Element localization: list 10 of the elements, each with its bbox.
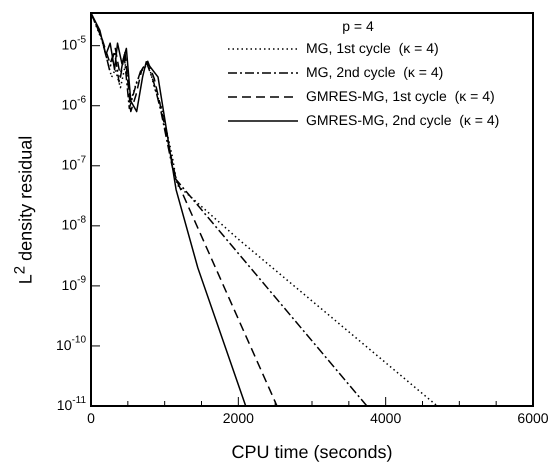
- x-tick-label: 4000: [370, 410, 402, 426]
- x-tick-label: 0: [87, 410, 96, 426]
- legend-title: p = 4: [342, 18, 374, 34]
- x-axis-title: CPU time (seconds): [231, 442, 393, 462]
- x-tick-label: 2000: [222, 410, 254, 426]
- legend-label: MG, 2nd cycle (κ = 4): [306, 64, 444, 80]
- legend-label: GMRES-MG, 2nd cycle (κ = 4): [306, 112, 500, 128]
- x-tick-label: 6000: [517, 410, 549, 426]
- legend-label: MG, 1st cycle (κ = 4): [306, 40, 439, 56]
- legend-label: GMRES-MG, 1st cycle (κ = 4): [306, 88, 495, 104]
